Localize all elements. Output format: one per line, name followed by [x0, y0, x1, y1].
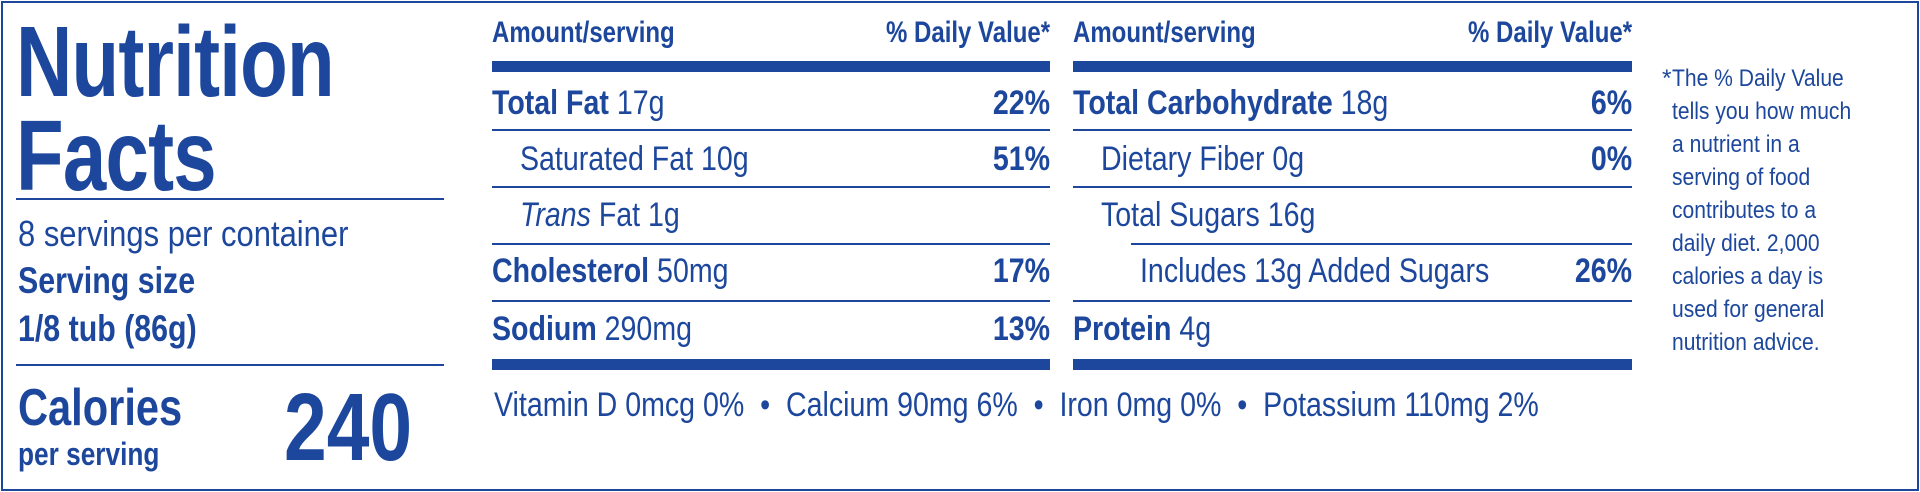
row-sodium: Sodium 290mg — [492, 310, 692, 348]
left-header-dv: % Daily Value* — [885, 16, 1050, 49]
left-header-amount: Amount/serving — [492, 16, 675, 49]
daily-value-footnote: * The % Daily Value tells you how much a… — [1662, 62, 1912, 359]
row-total-fat: Total Fat 17g — [492, 84, 665, 122]
dv-added-sugars: 26% — [1574, 252, 1632, 290]
row-total-carbohydrate: Total Carbohydrate 18g — [1073, 84, 1389, 122]
row-divider — [1073, 186, 1632, 188]
calories-per-serving-label: per serving — [18, 436, 160, 472]
thick-rule — [1073, 359, 1632, 370]
dv-cholesterol: 17% — [992, 252, 1050, 290]
right-header-amount: Amount/serving — [1073, 16, 1256, 49]
divider — [16, 198, 444, 200]
dv-dietary-fiber: 0% — [1590, 140, 1632, 178]
servings-per-container: 8 servings per container — [18, 213, 349, 254]
vitamins-minerals-line: Vitamin D 0mcg 0% • Calcium 90mg 6% • Ir… — [494, 386, 1539, 424]
dv-total-fat: 22% — [992, 84, 1050, 122]
serving-size-value: 1/8 tub (86g) — [18, 308, 197, 349]
row-divider — [1073, 300, 1632, 302]
row-added-sugars: Includes 13g Added Sugars — [1140, 252, 1490, 290]
row-divider — [492, 186, 1050, 188]
dv-sodium: 13% — [992, 310, 1050, 348]
row-divider — [492, 129, 1050, 131]
thick-rule — [492, 359, 1050, 370]
calories-value: 240 — [284, 374, 413, 481]
row-divider — [492, 243, 1050, 245]
right-header-dv: % Daily Value* — [1467, 16, 1632, 49]
row-divider — [1073, 129, 1632, 131]
row-divider — [1131, 243, 1632, 245]
thick-rule — [1073, 61, 1632, 72]
title-line-2: Facts — [16, 100, 217, 212]
asterisk: * — [1662, 65, 1672, 92]
thick-rule — [492, 61, 1050, 72]
serving-size-label: Serving size — [18, 260, 196, 301]
row-cholesterol: Cholesterol 50mg — [492, 252, 729, 290]
dv-total-carbohydrate: 6% — [1590, 84, 1632, 122]
row-trans-fat: Trans Fat 1g — [520, 196, 680, 234]
row-protein: Protein 4g — [1073, 310, 1212, 348]
row-divider — [492, 300, 1050, 302]
row-total-sugars: Total Sugars 16g — [1101, 196, 1316, 234]
row-saturated-fat: Saturated Fat 10g — [520, 140, 749, 178]
calories-label: Calories — [18, 379, 183, 437]
title-line-1: Nutrition — [16, 6, 335, 118]
dv-saturated-fat: 51% — [992, 140, 1050, 178]
row-dietary-fiber: Dietary Fiber 0g — [1101, 140, 1305, 178]
divider — [16, 364, 444, 366]
